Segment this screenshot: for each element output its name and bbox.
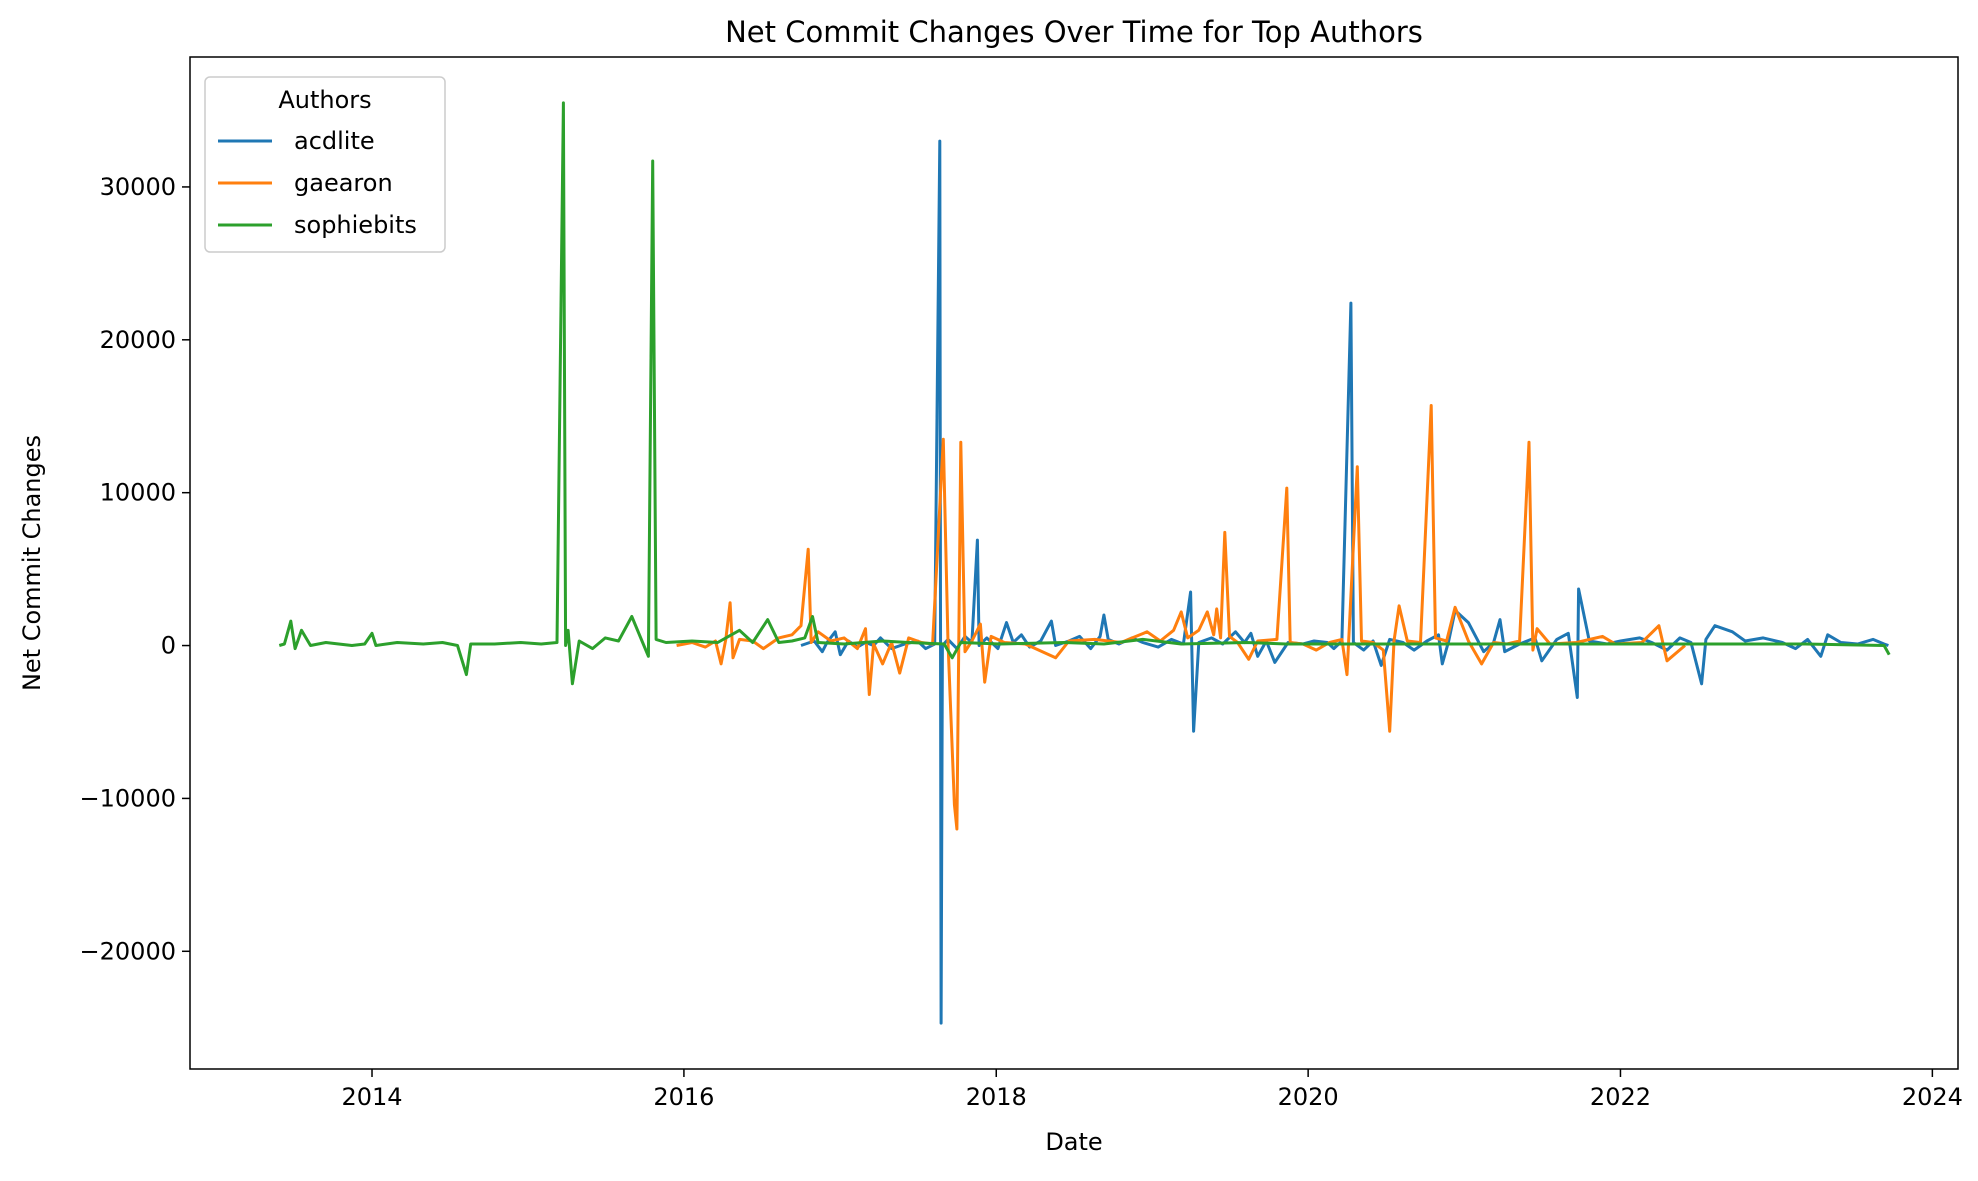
legend-frame [204,76,446,253]
series-line-gaearon [676,404,1686,831]
y-tick-label: 10000 [100,479,176,507]
legend-label-gaearon: gaearon [294,169,393,197]
legend-label-sophiebits: sophiebits [294,211,417,239]
y-tick-label: −20000 [80,937,176,965]
series-line-sophiebits [278,101,1891,686]
x-tick-label: 2018 [966,1083,1027,1111]
y-tick-label: 0 [161,632,176,660]
y-ticks: −20000 −10000 0 10000 20000 30000 [80,173,190,965]
series-layer [278,101,1891,1025]
x-axis-label: Date [1045,1128,1102,1156]
x-tick-label: 2016 [653,1083,714,1111]
legend: Authors acdlite gaearon sophiebits [204,76,446,253]
y-tick-label: −10000 [80,784,176,812]
y-tick-label: 20000 [100,326,176,354]
x-tick-label: 2022 [1590,1083,1651,1111]
legend-label-acdlite: acdlite [294,127,375,155]
legend-title: Authors [278,86,371,114]
chart-title: Net Commit Changes Over Time for Top Aut… [725,15,1423,49]
x-tick-label: 2020 [1278,1083,1339,1111]
y-tick-label: 30000 [100,173,176,201]
x-tick-label: 2024 [1902,1083,1963,1111]
plot-area: 2014 2016 2018 2020 2022 2024 −20000 −10000 0 10… [80,56,1963,1111]
y-axis-label: Net Commit Changes [18,435,46,691]
x-tick-label: 2014 [341,1083,402,1111]
series-line-acdlite [800,139,1889,1025]
plot-frame [189,56,1959,1070]
x-ticks: 2014 2016 2018 2020 2022 2024 [341,1069,1963,1111]
legend-items: acdlite gaearon sophiebits [218,127,417,239]
